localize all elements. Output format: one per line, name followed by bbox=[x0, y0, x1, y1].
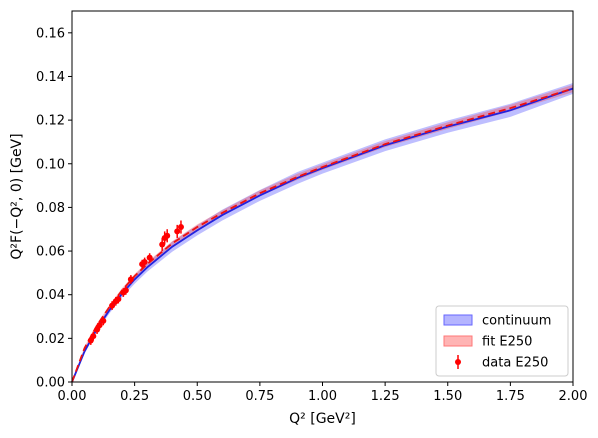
data-point bbox=[174, 228, 181, 235]
data-point bbox=[109, 302, 116, 309]
data-point bbox=[94, 326, 101, 333]
points-layer bbox=[87, 220, 184, 345]
y-tick-label: 0.08 bbox=[36, 201, 65, 216]
data-point bbox=[146, 254, 153, 261]
data-point bbox=[100, 317, 107, 324]
y-tick-label: 0.16 bbox=[36, 26, 65, 41]
x-tick-label: 1.50 bbox=[433, 389, 462, 404]
x-axis-label: Q² [GeV²] bbox=[289, 411, 356, 427]
data-point bbox=[115, 296, 122, 303]
data-point bbox=[87, 337, 94, 344]
data-point bbox=[177, 224, 184, 231]
legend-swatch-continuum bbox=[443, 314, 473, 326]
legend: continuum fit E250 data E250 bbox=[435, 305, 569, 377]
x-tick-label: 1.00 bbox=[308, 389, 337, 404]
y-axis-label: Q²F(−Q², 0) [GeV] bbox=[9, 133, 25, 259]
lines-layer bbox=[71, 87, 574, 383]
y-tick-label: 0.00 bbox=[36, 376, 65, 391]
x-tick-label: 0.75 bbox=[245, 389, 274, 404]
x-tick-label: 1.75 bbox=[496, 389, 525, 404]
data-point bbox=[141, 258, 148, 265]
data-point bbox=[127, 276, 134, 283]
legend-marker bbox=[455, 359, 461, 365]
x-tick-label: 0.50 bbox=[183, 389, 212, 404]
y-tick-label: 0.10 bbox=[36, 157, 65, 172]
y-tick-label: 0.06 bbox=[36, 245, 65, 260]
data-point bbox=[159, 241, 166, 248]
legend-label-continuum: continuum bbox=[482, 314, 551, 329]
y-tick-label: 0.14 bbox=[36, 70, 65, 85]
x-tick-label: 1.25 bbox=[371, 389, 400, 404]
legend-label-data: data E250 bbox=[482, 356, 548, 371]
legend-box bbox=[435, 305, 569, 377]
data-point bbox=[90, 333, 97, 340]
y-axis: 0.00 0.02 0.04 0.06 0.08 0.10 0.12 0.14 0.16 bbox=[36, 26, 72, 391]
x-tick-label: 2.00 bbox=[559, 389, 588, 404]
data-point bbox=[96, 322, 103, 329]
x-tick-label: 0.00 bbox=[58, 389, 87, 404]
y-tick-label: 0.12 bbox=[36, 114, 65, 129]
x-tick-label: 0.25 bbox=[120, 389, 149, 404]
line-continuum bbox=[71, 87, 574, 383]
data-point bbox=[122, 287, 129, 294]
x-axis: 0.00 0.25 0.50 0.75 1.00 1.25 1.50 1.75 2.00 bbox=[58, 382, 588, 404]
legend-swatch-fit bbox=[443, 335, 473, 347]
legend-swatch-data bbox=[455, 355, 461, 369]
line-fit bbox=[71, 87, 574, 383]
y-tick-label: 0.02 bbox=[36, 332, 65, 347]
legend-label-fit: fit E250 bbox=[482, 335, 532, 350]
y-tick-label: 0.04 bbox=[36, 288, 65, 303]
data-point bbox=[164, 232, 171, 239]
